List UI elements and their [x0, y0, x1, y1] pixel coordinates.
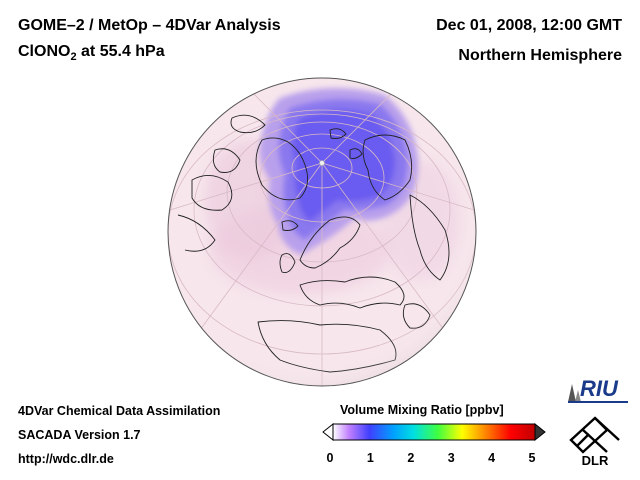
hemisphere-label: Northern Hemisphere — [458, 47, 622, 64]
title-line-2: ClONO2 at 55.4 hPa — [18, 43, 165, 63]
footer-line-1: 4DVar Chemical Data Assimilation — [18, 404, 221, 418]
colorbar-gradient — [332, 423, 536, 441]
colorbar-tick-label: 2 — [407, 451, 415, 465]
colorbar-tick-label: 0 — [326, 451, 334, 465]
globe-shading — [168, 78, 476, 386]
colorbar-tick-label: 4 — [488, 451, 496, 465]
colorbar-tick-label: 1 — [366, 451, 374, 465]
dlr-logo: DLR — [569, 416, 620, 468]
datetime-label: Dec 01, 2008, 12:00 GMT — [436, 17, 622, 34]
colorbar-tick-label: 5 — [528, 451, 536, 465]
riu-logo-text: RIU — [580, 376, 619, 401]
colorbar — [322, 422, 546, 442]
colorbar-max-arrow — [534, 422, 546, 442]
colorbar-title: Volume Mixing Ratio [ppbv] — [340, 403, 504, 417]
north-pole-marker — [319, 160, 325, 166]
globe-outline — [167, 77, 477, 387]
species-name: ClONO — [18, 43, 71, 60]
footer-url[interactable]: http://wdc.dlr.de — [18, 452, 114, 466]
riu-logo: RIU — [568, 376, 628, 403]
species-subscript: 2 — [70, 51, 77, 64]
colorbar-tick-label: 3 — [447, 451, 455, 465]
colorbar-min-arrow — [322, 422, 334, 442]
globe-map — [167, 77, 477, 387]
title-line-1: GOME–2 / MetOp – 4DVar Analysis — [18, 17, 281, 34]
dlr-logo-text: DLR — [582, 453, 609, 468]
footer-line-2: SACADA Version 1.7 — [18, 428, 141, 442]
pressure-level: at 55.4 hPa — [76, 43, 165, 60]
